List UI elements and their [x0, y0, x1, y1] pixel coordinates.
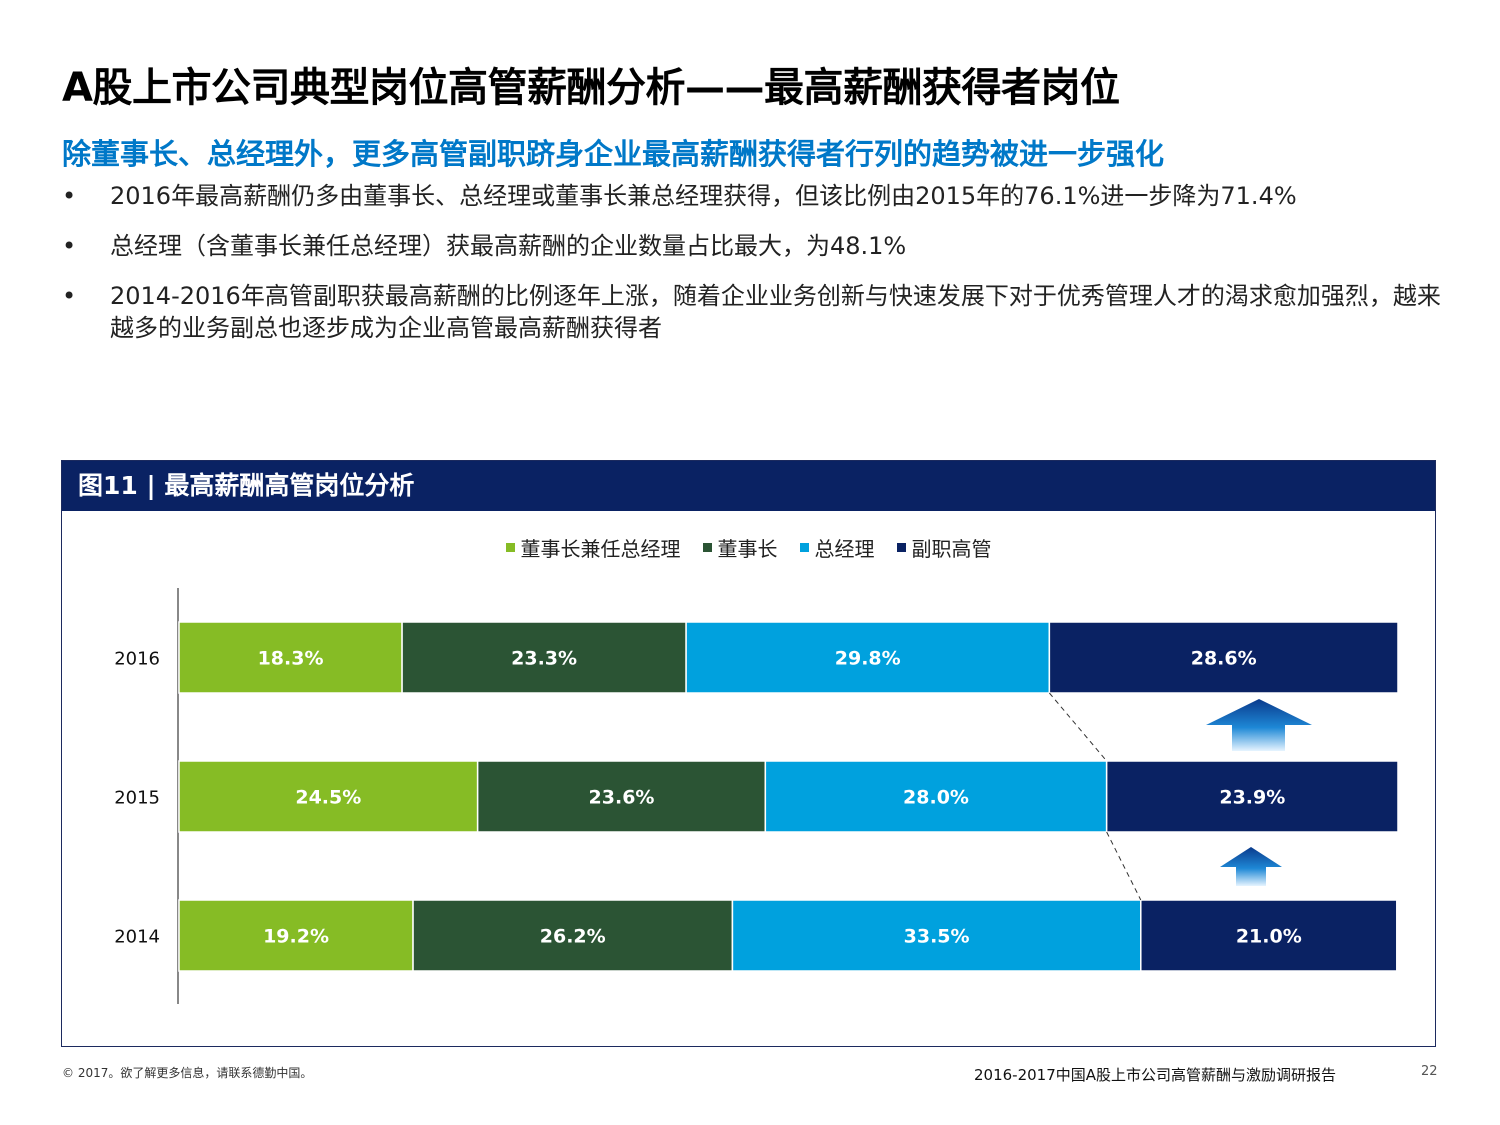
legend-swatch: [799, 543, 809, 552]
connector-line: [1106, 831, 1142, 901]
legend-label: 副职高管: [911, 537, 992, 561]
bar-data-label: 24.5%: [295, 787, 361, 809]
report-title: 2016-2017中国A股上市公司高管薪酬与激励调研报告: [974, 1066, 1337, 1084]
bar-segment: [1048, 621, 1399, 694]
bar-segment: [401, 621, 687, 694]
page-number: 22: [1421, 1064, 1438, 1079]
legend-swatch: [896, 543, 906, 552]
bar-segment: [178, 621, 403, 694]
y-tick-label: 2016: [114, 649, 160, 670]
legend-swatch: [505, 543, 515, 552]
chart-legend: 董事长兼任总经理 董事长 总经理 副职高管: [62, 533, 1435, 562]
bullet-dot: •: [62, 282, 77, 310]
bullet-text: 2016年最高薪酬仍多由董事长、总经理或董事长兼总经理获得，但该比例由2015年…: [110, 182, 1297, 210]
bar-segment: [764, 760, 1108, 833]
legend-label: 董事长兼任总经理: [520, 537, 681, 561]
legend-item: 董事长: [702, 533, 778, 562]
bar-segment: [1140, 899, 1398, 972]
legend-item: 总经理: [799, 533, 875, 562]
bullet-text: 2014-2016年高管副职获最高薪酬的比例逐年上涨，随着企业业务创新与快速发展…: [110, 282, 1441, 342]
bar-segment: [731, 899, 1142, 972]
bar-segment: [476, 760, 767, 833]
bar-data-label: 23.3%: [511, 648, 577, 670]
up-arrow-icon: [1206, 699, 1312, 751]
bar-data-label: 28.0%: [903, 787, 969, 809]
bar-data-label: 21.0%: [1236, 926, 1302, 948]
bar-segment: [178, 760, 479, 833]
legend-item: 副职高管: [896, 533, 992, 562]
bar-data-label: 33.5%: [904, 926, 970, 948]
y-tick-label: 2014: [114, 927, 160, 948]
bar-segment: [178, 899, 414, 972]
bar-data-label: 19.2%: [263, 926, 329, 948]
bullet-dot: •: [62, 232, 77, 260]
copyright-text: © 2017。欲了解更多信息，请联系德勤中国。: [62, 1066, 313, 1080]
stacked-bar-chart: 2016 18.3% 23.3% 29.8% 28.6% 2015 24.5% 23.6% 28…: [114, 588, 1399, 1004]
bar-data-label: 18.3%: [258, 648, 324, 670]
legend-swatch: [702, 543, 712, 552]
bullet-text: 总经理（含董事长兼任总经理）获最高薪酬的企业数量占比最大，为48.1%: [110, 232, 907, 260]
connector-line: [1048, 692, 1108, 762]
bullet-dot: •: [62, 182, 77, 210]
legend-label: 董事长: [717, 537, 778, 561]
bullet-item: • 2016年最高薪酬仍多由董事长、总经理或董事长兼总经理获得，但该比例由2015…: [62, 180, 1452, 212]
figure-panel: 图11 | 最高薪酬高管岗位分析 董事长兼任总经理 董事长 总经理 副职高管: [61, 460, 1436, 1047]
bar-data-label: 28.6%: [1191, 648, 1257, 670]
bar-data-label: 26.2%: [540, 926, 606, 948]
legend-item: 董事长兼任总经理: [505, 533, 681, 562]
bar-data-label: 23.6%: [589, 787, 655, 809]
bullet-item: • 2014-2016年高管副职获最高薪酬的比例逐年上涨，随着企业业务创新与快速发…: [62, 280, 1452, 344]
bullet-list: • 2016年最高薪酬仍多由董事长、总经理或董事长兼总经理获得，但该比例由2015…: [62, 180, 1452, 362]
page-subtitle: 除董事长、总经理外，更多高管副职跻身企业最高薪酬获得者行列的趋势被进一步强化: [62, 137, 1165, 171]
bar-data-label: 23.9%: [1219, 787, 1285, 809]
legend-label: 总经理: [814, 537, 875, 561]
bar-segment: [1105, 760, 1399, 833]
y-tick-label: 2015: [114, 788, 160, 809]
bullet-item: • 总经理（含董事长兼任总经理）获最高薪酬的企业数量占比最大，为48.1%: [62, 230, 1452, 262]
up-arrow-icon: [1220, 847, 1282, 886]
page-title: A股上市公司典型岗位高管薪酬分析——最高薪酬获得者岗位: [62, 65, 1120, 111]
figure-header: 图11 | 最高薪酬高管岗位分析: [62, 461, 1435, 511]
bar-data-label: 29.8%: [835, 648, 901, 670]
bar-segment: [685, 621, 1051, 694]
bar-segment: [412, 899, 734, 972]
